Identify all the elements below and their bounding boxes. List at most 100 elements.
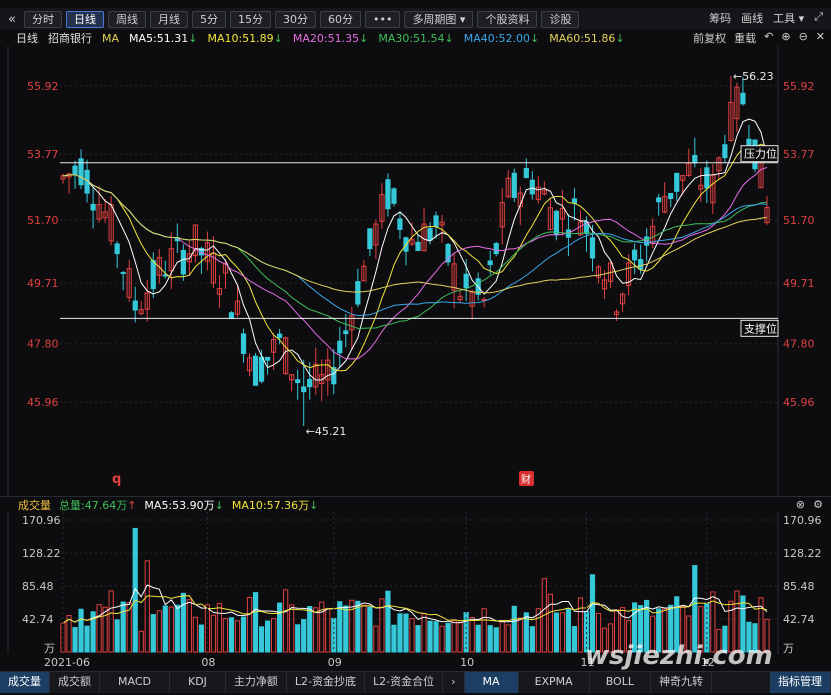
candle-body [487, 260, 493, 266]
volume-bar [126, 602, 132, 653]
y-tick-left: 45.96 [27, 396, 59, 409]
forward-adjust-button[interactable]: 前复权 [693, 32, 727, 45]
tab-period-3[interactable]: 月线 [149, 10, 188, 28]
volume-bar [487, 625, 493, 653]
volume-bar [740, 595, 746, 653]
tab-period-5[interactable]: 15分 [229, 10, 271, 28]
remove-icon[interactable]: ⊖ [798, 30, 808, 43]
tab-period-4[interactable]: 5分 [191, 10, 226, 28]
tab-macd[interactable]: MACD [100, 672, 170, 693]
y-tick-left: 49.71 [27, 277, 59, 290]
volume-bar [457, 621, 463, 653]
undo-icon[interactable]: ↶ [764, 30, 774, 43]
candle-body [379, 194, 385, 222]
expand-icon[interactable]: ⤢ [814, 10, 823, 23]
chip-distribution-button[interactable]: 筹码 [709, 12, 732, 25]
candle-body [120, 272, 126, 275]
candle-body [716, 157, 722, 172]
tab-kdj[interactable]: KDJ [170, 672, 226, 693]
candle-body [337, 340, 343, 354]
candle-body [625, 262, 632, 286]
tab-period-10[interactable]: 个股资料 [477, 10, 538, 28]
volume-bar [728, 600, 734, 653]
tab-volume[interactable]: 成交量 [0, 672, 50, 693]
volume-svg[interactable]: 170.96 170.96 128.22 128.22 85.48 85.48 42.74 4… [0, 512, 831, 655]
high-marker: ←56.23 [733, 70, 774, 83]
candle-body [764, 206, 770, 223]
candle-body [132, 300, 138, 311]
candle-body [493, 243, 499, 255]
volume-bar [505, 624, 511, 653]
tab-expma[interactable]: EXPMA [519, 672, 590, 693]
volume-chart[interactable]: 170.96 170.96 128.22 128.22 85.48 85.48 42.74 4… [0, 512, 831, 655]
ma-label: MA [102, 31, 120, 45]
tab-period-8[interactable]: ••• [364, 10, 401, 28]
volume-bar [632, 602, 638, 653]
candle-body [613, 311, 620, 316]
ma-info-bar: 日线 招商银行 MA MA5:51.31↓ MA10:51.89↓ MA20:5… [0, 30, 831, 46]
ma20-line [62, 167, 768, 360]
tab-period-11[interactable]: 诊股 [541, 10, 580, 28]
marker-cai-box [519, 471, 534, 486]
candlestick-chart[interactable]: 55.92 55.92 53.77 53.77 51.70 51.70 49.71 49.71… [0, 46, 831, 496]
volume-bar [680, 605, 686, 653]
volume-bar [403, 613, 409, 653]
vol-y-tick-right: 128.22 [783, 547, 822, 560]
tools-menu-button[interactable]: 工具 ▾ [773, 12, 805, 25]
tabs-next-icon[interactable]: › [443, 672, 465, 693]
kline-svg[interactable]: 55.92 55.92 53.77 53.77 51.70 51.70 49.71 49.71… [0, 46, 831, 496]
candle-body [451, 263, 457, 291]
candle-body [499, 202, 505, 228]
candle-body [180, 249, 186, 275]
volume-bar [96, 604, 102, 653]
indicator-tabs: 成交量 成交额 MACD KDJ 主力净额 L2-资金抄底 L2-资金合位 › … [0, 671, 831, 693]
volume-bar [619, 607, 626, 653]
reload-button[interactable]: 重载 [734, 32, 757, 45]
back-icon[interactable]: « [8, 11, 16, 27]
tab-l2-bottom[interactable]: L2-资金抄底 [287, 672, 366, 693]
tab-boll[interactable]: BOLL [590, 672, 651, 693]
tab-main-net[interactable]: 主力净额 [226, 672, 287, 693]
tab-period-0[interactable]: 分时 [23, 10, 62, 28]
volume-bar [240, 616, 247, 653]
volume-bar [66, 615, 72, 653]
add-icon[interactable]: ⊕ [781, 30, 791, 43]
tab-period-2[interactable]: 周线 [107, 10, 146, 28]
candle-body [698, 184, 704, 190]
tab-ma[interactable]: MA [464, 672, 519, 693]
tab-period-9[interactable]: 多周期图 ▾ [404, 10, 474, 28]
close-icon[interactable]: ✕ [815, 30, 825, 43]
volume-settings-icon[interactable]: ⚙ [813, 498, 823, 511]
tab-period-1[interactable]: 日线 [65, 10, 104, 28]
candle-body [150, 260, 156, 290]
volume-bar [752, 623, 758, 653]
tab-period-7[interactable]: 60分 [319, 10, 361, 28]
volume-close-icon[interactable]: ⊗ [795, 498, 805, 511]
tab-turnover[interactable]: 成交额 [50, 672, 100, 693]
candle-body [126, 268, 132, 298]
draw-line-button[interactable]: 画线 [741, 12, 764, 25]
y-tick-right: 51.70 [783, 214, 815, 227]
volume-bar [168, 606, 174, 653]
volume-bar [746, 621, 752, 653]
support-label-box [740, 319, 779, 337]
volume-bar [662, 608, 668, 653]
tab-period-6[interactable]: 30分 [274, 10, 316, 28]
volume-bar [367, 606, 373, 653]
ma40-value: MA40:52.00↓ [463, 31, 540, 45]
candle-body [204, 242, 211, 262]
candle-body [349, 315, 355, 331]
candle-body [168, 248, 174, 272]
tab-magic-nine[interactable]: 神奇九转 [651, 672, 712, 693]
toolbar-right: 筹码 画线 工具 ▾ ⤢ [709, 10, 823, 26]
candle-body [361, 265, 367, 282]
indicator-manage-button[interactable]: 指标管理 [770, 672, 831, 693]
tab-l2-position[interactable]: L2-资金合位 [365, 672, 444, 693]
period-label: 日线 [16, 32, 38, 45]
volume-bar [469, 617, 475, 653]
volume-bar [722, 625, 728, 653]
candle-body [90, 203, 96, 211]
volume-bar [710, 591, 716, 653]
candle-body [78, 158, 84, 186]
volume-bar [355, 600, 361, 653]
